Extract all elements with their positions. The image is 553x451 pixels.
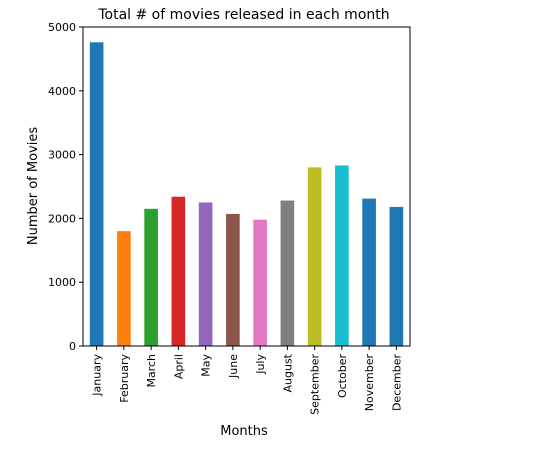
x-tick-label: March	[145, 354, 158, 388]
x-tick-label: August	[281, 353, 294, 392]
y-tick-label: 5000	[48, 21, 76, 34]
bar-april	[171, 196, 186, 346]
plot-frame	[82, 26, 411, 347]
y-tick-label: 4000	[48, 85, 76, 98]
bar-september	[307, 167, 322, 346]
x-tick-label: September	[309, 354, 322, 415]
y-tick-label: 0	[69, 340, 76, 353]
bar-june	[226, 213, 240, 346]
x-tick-label: November	[363, 354, 376, 412]
bar-november	[362, 198, 376, 346]
y-tick-label: 3000	[48, 149, 76, 162]
bar-february	[117, 231, 131, 346]
x-tick-label: December	[390, 354, 403, 412]
bar-october	[335, 165, 349, 346]
bar-january	[89, 42, 104, 347]
x-tick-label: January	[91, 354, 104, 397]
x-axis: January February March April May June July Augu…	[91, 346, 403, 415]
bar-may	[198, 202, 213, 346]
bar-march	[144, 208, 158, 346]
y-tick-label: 1000	[48, 276, 76, 289]
x-tick-label: October	[336, 354, 349, 398]
bars-group	[89, 42, 404, 347]
bar-july	[253, 219, 267, 346]
bar-august	[280, 200, 295, 346]
x-tick-label: July	[254, 354, 267, 375]
x-tick-label: June	[227, 354, 240, 379]
x-axis-label: Months	[220, 424, 268, 439]
y-axis-label: Number of Movies	[26, 127, 41, 245]
bar-december	[389, 206, 404, 346]
y-axis: 0 1000 2000 3000 4000 5000	[48, 21, 83, 353]
x-tick-label: February	[118, 354, 131, 403]
x-tick-label: May	[200, 354, 213, 377]
chart-title: Total # of movies released in each month	[97, 7, 389, 23]
x-tick-label: April	[172, 354, 185, 379]
y-tick-label: 2000	[48, 212, 76, 225]
